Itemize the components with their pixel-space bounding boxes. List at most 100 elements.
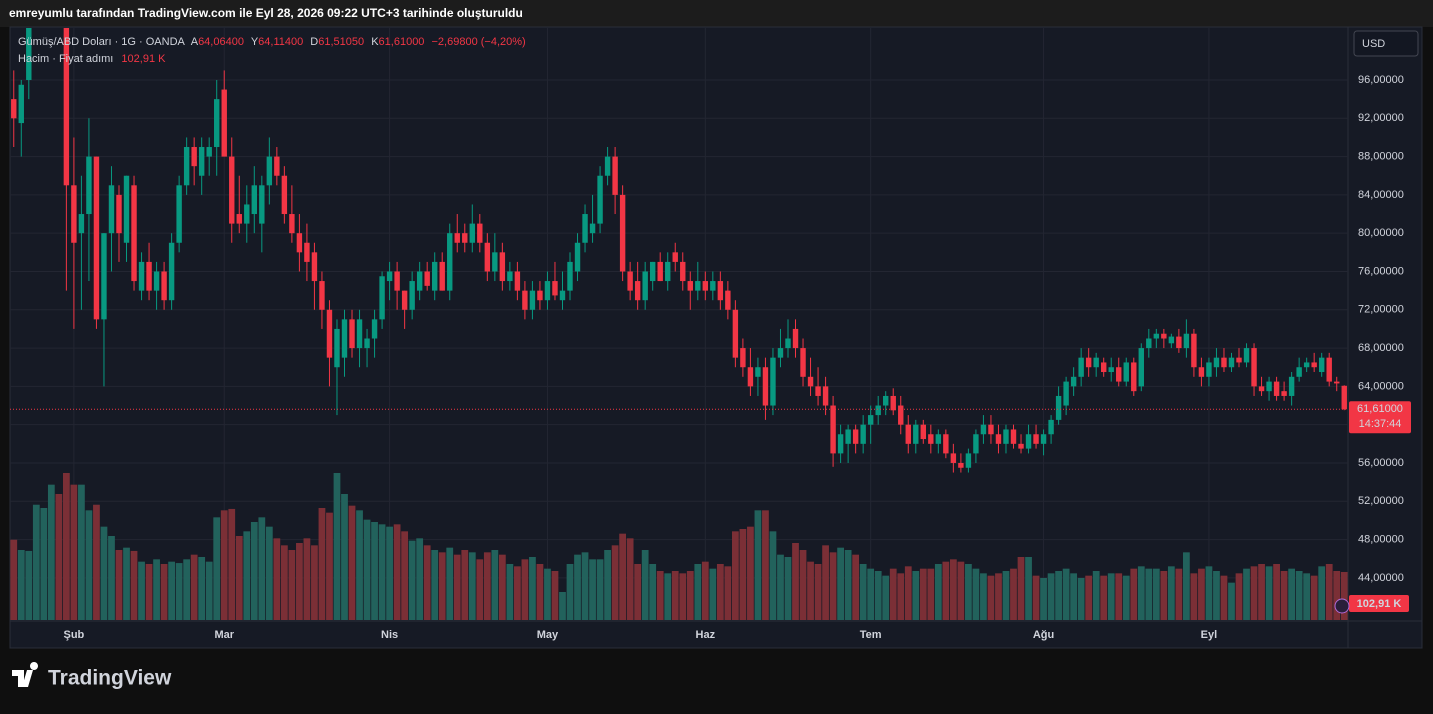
candle-body <box>604 156 611 176</box>
candle-body <box>507 271 513 282</box>
volume-bar <box>175 563 183 620</box>
volume-bar <box>108 536 115 620</box>
x-tick-label: Nis <box>381 629 398 641</box>
volume-bar <box>1243 568 1250 620</box>
candle-body <box>251 185 258 215</box>
volume-bar <box>235 536 243 620</box>
volume-bar <box>78 484 85 620</box>
candle-body <box>462 233 468 243</box>
volume-bar <box>559 592 566 620</box>
candle-body <box>1318 357 1325 373</box>
volume-bar <box>446 547 454 620</box>
candle-body <box>469 223 475 243</box>
brand-name: TradingView <box>48 667 172 690</box>
candle-body <box>259 185 265 224</box>
candle-body <box>883 395 889 406</box>
volume-bar <box>626 538 634 620</box>
volume-bar <box>1032 575 1040 620</box>
candle-body <box>1176 336 1182 349</box>
volume-bar <box>927 568 935 620</box>
candle-body <box>777 348 784 358</box>
candle-body <box>123 175 130 243</box>
volume-bar <box>656 571 664 620</box>
volume-bar <box>1100 575 1108 620</box>
candle-body <box>1206 362 1212 377</box>
volume-bar <box>160 564 168 620</box>
y-tick-label: 56,00000 <box>1358 457 1404 469</box>
volume-bar <box>596 559 604 620</box>
candle-body <box>93 156 100 320</box>
candle-body <box>913 424 919 444</box>
volume-bar <box>190 554 198 620</box>
candle-body <box>574 242 581 272</box>
candle-body <box>958 462 964 468</box>
legend-value: 61,61000 <box>379 36 425 48</box>
candle-body <box>1108 367 1114 373</box>
candle-body <box>484 242 491 272</box>
volume-bar <box>10 539 18 620</box>
volume-bar <box>1205 566 1213 620</box>
volume-bar <box>1137 566 1145 620</box>
candle-body <box>1243 348 1250 363</box>
y-tick-label: 88,00000 <box>1358 150 1404 162</box>
volume-bar <box>363 519 371 620</box>
candle-body <box>747 367 754 387</box>
candle-body <box>717 281 724 301</box>
volume-bar <box>829 552 837 620</box>
volume-bar <box>468 552 476 620</box>
candle-body <box>176 185 182 243</box>
volume-bar <box>183 559 191 620</box>
candle-body <box>702 281 709 291</box>
volume-bar <box>438 552 446 620</box>
candle-body <box>725 290 731 310</box>
candle-body <box>988 424 994 435</box>
volume-bar <box>611 545 619 620</box>
x-tick-label: Haz <box>696 629 716 641</box>
volume-bar <box>664 573 672 620</box>
volume-bar <box>716 564 724 620</box>
candle-body <box>642 271 648 301</box>
volume-bar <box>514 566 521 620</box>
volume-bar <box>258 517 266 620</box>
volume-bar <box>965 564 972 620</box>
volume-bar <box>1288 568 1296 620</box>
volume-bar <box>949 559 957 620</box>
candle-body <box>492 252 498 272</box>
candle-body <box>281 175 288 215</box>
volume-bar <box>1190 573 1198 620</box>
volume-bar <box>792 543 799 620</box>
candle-body <box>499 252 506 282</box>
volume-bar <box>1107 573 1115 620</box>
volume-bar <box>32 504 40 620</box>
candle-body <box>424 271 430 286</box>
candle-body <box>950 453 957 463</box>
volume-legend-value: 102,91 K <box>121 53 166 65</box>
volume-bar <box>1333 571 1341 620</box>
volume-bar <box>566 564 574 620</box>
candle-body <box>695 281 701 291</box>
candle-body <box>1326 357 1332 382</box>
currency-button[interactable] <box>1353 30 1419 57</box>
candle-body <box>1334 381 1340 384</box>
y-tick-label: 84,00000 <box>1358 189 1404 201</box>
volume-bar <box>288 550 296 620</box>
legend-change: −2,69800 (−4,20%) <box>432 36 526 48</box>
candle-body <box>1311 362 1317 368</box>
volume-bar <box>1145 568 1153 620</box>
x-tick-label: Eyl <box>1201 629 1218 641</box>
volume-bar <box>604 550 611 620</box>
candle-body <box>454 233 460 243</box>
volume-bar <box>1062 568 1070 620</box>
candle-body <box>1116 367 1122 382</box>
volume-bar <box>874 571 882 620</box>
y-tick-label: 64,00000 <box>1358 380 1404 392</box>
currency-label: USD <box>1362 38 1385 50</box>
volume-bar <box>408 540 416 620</box>
volume-bar <box>250 522 258 620</box>
volume-bar <box>1025 557 1032 620</box>
candle-body <box>18 84 24 124</box>
volume-bar <box>1040 578 1047 620</box>
y-tick-label: 96,00000 <box>1358 74 1404 86</box>
candle-body <box>815 386 821 396</box>
legend-key: K <box>371 36 379 48</box>
